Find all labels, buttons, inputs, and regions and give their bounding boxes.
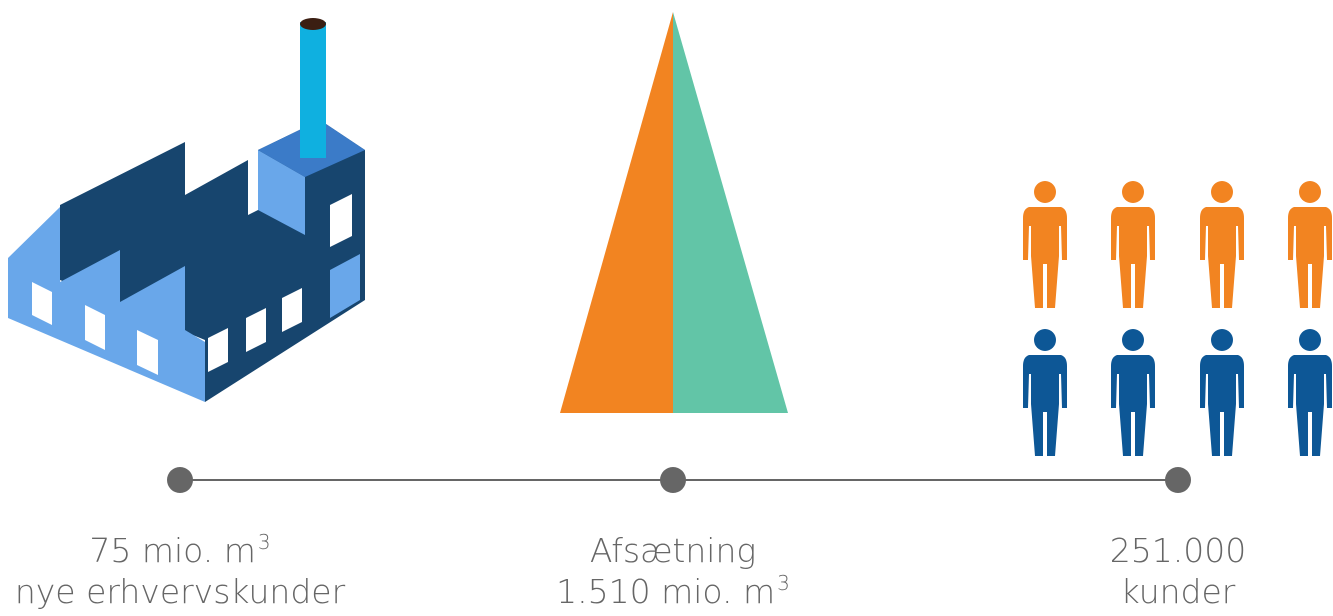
infographic: 75 mio. m3nye erhvervskunderAfsætning1.5… <box>0 0 1333 616</box>
label-line: 251.000 <box>1110 531 1246 570</box>
label-text: 75 mio. m <box>89 531 256 570</box>
label-line: nye erhvervskunder <box>15 572 346 611</box>
label-text: nye erhvervskunder <box>15 572 346 611</box>
label-text: Afsætning <box>590 531 756 570</box>
label-text: 251.000 <box>1110 531 1246 570</box>
label-text: kunder <box>1121 572 1236 611</box>
superscript: 3 <box>258 530 271 554</box>
factory-icon <box>8 18 365 402</box>
timeline-dot <box>167 467 193 493</box>
page: 75 mio. m3nye erhvervskunderAfsætning1.5… <box>0 0 1333 616</box>
timeline-dot <box>1165 467 1191 493</box>
people-icon <box>1023 181 1332 456</box>
label-line: Afsætning <box>590 531 756 570</box>
label-text: 1.510 mio. m <box>556 572 775 611</box>
superscript: 3 <box>777 571 790 595</box>
timeline-dot <box>660 467 686 493</box>
split-triangle <box>560 12 788 413</box>
label-line: kunder <box>1121 572 1236 611</box>
